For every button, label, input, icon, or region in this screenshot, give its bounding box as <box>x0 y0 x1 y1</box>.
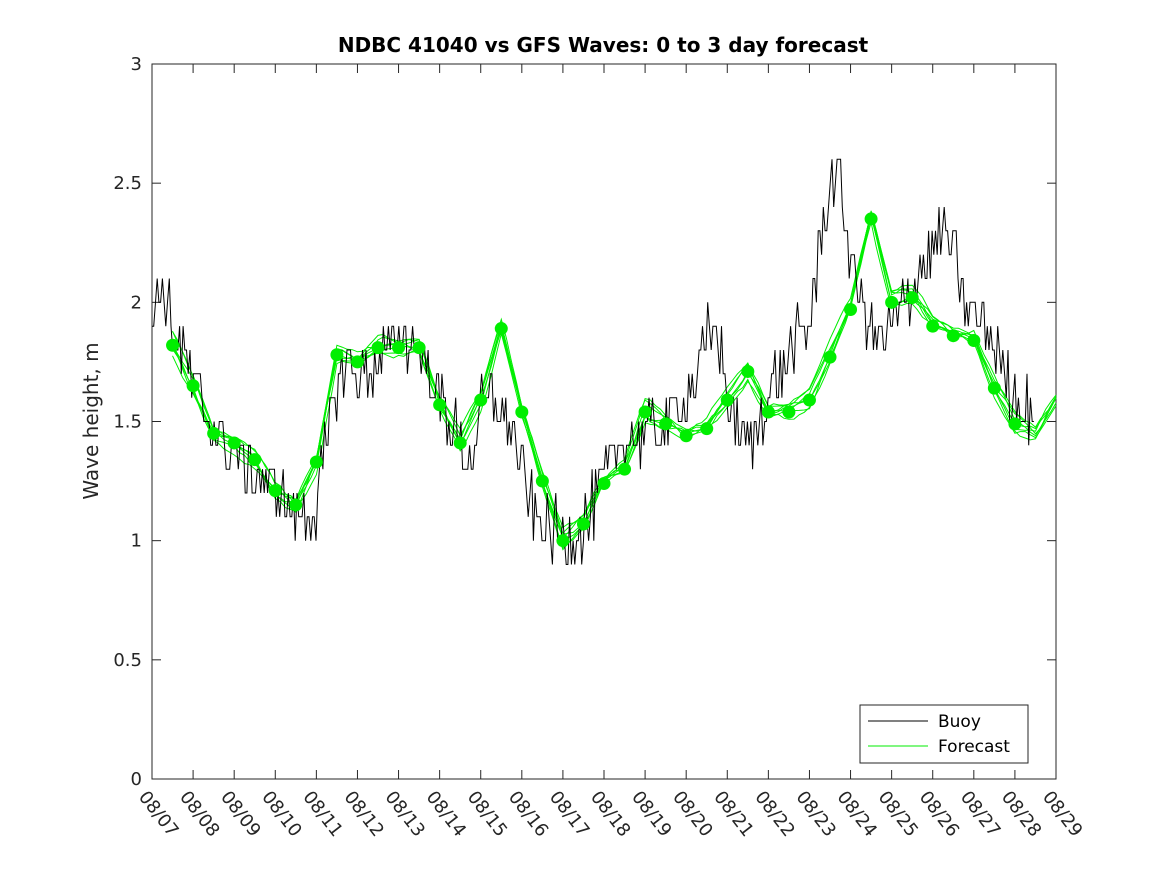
forecast-marker <box>268 484 282 498</box>
forecast-marker <box>248 453 262 467</box>
y-tick-label: 0 <box>131 769 142 790</box>
axes-box <box>151 63 1057 780</box>
forecast-marker <box>309 455 323 469</box>
legend-box <box>859 704 1029 764</box>
forecast-marker <box>782 405 796 419</box>
y-tick-label: 1 <box>131 531 142 552</box>
y-tick-label: 3 <box>131 54 142 75</box>
forecast-marker <box>166 338 180 352</box>
forecast-marker <box>433 398 447 412</box>
forecast-marker <box>494 322 508 336</box>
forecast-marker <box>289 498 303 512</box>
forecast-marker <box>967 333 981 347</box>
forecast-marker <box>802 393 816 407</box>
forecast-marker <box>350 355 364 369</box>
forecast-marker <box>987 381 1001 395</box>
forecast-marker <box>515 405 529 419</box>
y-tick-label: 2.5 <box>113 173 142 194</box>
chart-title: NDBC 41040 vs GFS Waves: 0 to 3 day fore… <box>338 33 869 57</box>
forecast-marker <box>946 329 960 343</box>
forecast-marker <box>885 295 899 309</box>
legend: Buoy Forecast <box>859 704 1029 764</box>
legend-forecast-label: Forecast <box>938 737 1010 757</box>
y-axis-label: Wave height, m <box>79 342 103 499</box>
plot-area: 00.511.522.5308/0708/0808/0908/1008/1108… <box>113 54 1086 841</box>
y-tick-label: 0.5 <box>113 650 142 671</box>
forecast-marker <box>1008 417 1022 431</box>
forecast-marker <box>700 422 714 436</box>
forecast-marker <box>823 350 837 364</box>
forecast-marker <box>227 436 241 450</box>
forecast-marker <box>844 302 858 316</box>
y-tick-label: 1.5 <box>113 412 142 433</box>
forecast-marker <box>926 319 940 333</box>
buoy-line <box>152 158 1034 565</box>
forecast-marker <box>474 393 488 407</box>
forecast-marker <box>905 291 919 305</box>
forecast-marker <box>412 341 426 355</box>
forecast-marker <box>597 476 611 490</box>
legend-buoy-label: Buoy <box>938 712 981 732</box>
forecast-marker <box>535 474 549 488</box>
forecast-marker <box>659 417 673 431</box>
forecast-marker <box>576 517 590 531</box>
y-tick-label: 2 <box>131 292 142 313</box>
forecast-marker <box>761 405 775 419</box>
forecast-marker <box>556 534 570 548</box>
forecast-marker <box>207 426 221 440</box>
forecast-marker <box>618 462 632 476</box>
forecast-marker <box>638 405 652 419</box>
forecast-marker <box>864 212 878 226</box>
forecast-marker <box>453 436 467 450</box>
forecast-marker <box>186 379 200 393</box>
forecast-marker <box>741 364 755 378</box>
forecast-marker <box>392 341 406 355</box>
forecast-marker <box>720 393 734 407</box>
forecast-marker <box>330 348 344 362</box>
forecast-marker <box>679 429 693 443</box>
forecast-marker <box>371 341 385 355</box>
